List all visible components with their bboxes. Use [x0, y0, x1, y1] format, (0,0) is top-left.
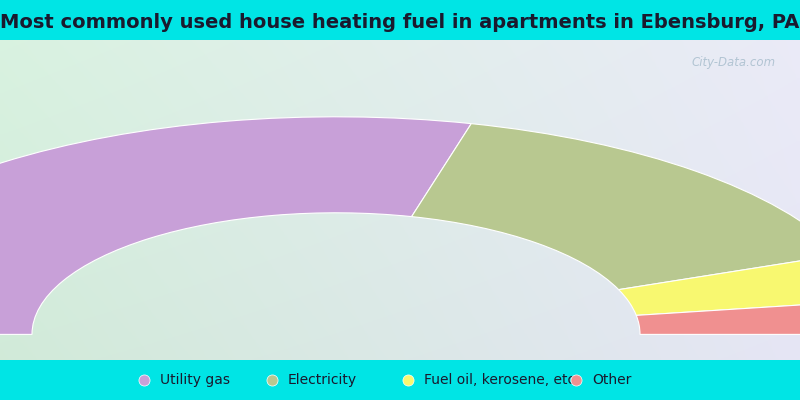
- Wedge shape: [0, 117, 471, 334]
- Wedge shape: [636, 300, 800, 334]
- Text: Other: Other: [592, 373, 631, 387]
- Text: Most commonly used house heating fuel in apartments in Ebensburg, PA: Most commonly used house heating fuel in…: [0, 12, 800, 32]
- Text: City-Data.com: City-Data.com: [692, 56, 776, 69]
- Wedge shape: [618, 254, 800, 315]
- Text: Utility gas: Utility gas: [160, 373, 230, 387]
- Text: Electricity: Electricity: [288, 373, 357, 387]
- Wedge shape: [412, 124, 800, 290]
- Text: Fuel oil, kerosene, etc.: Fuel oil, kerosene, etc.: [424, 373, 579, 387]
